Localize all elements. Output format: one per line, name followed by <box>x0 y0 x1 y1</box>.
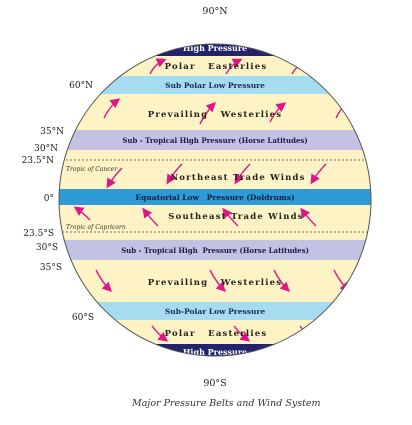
latitude-labels: 60°N 35°N 30°N 23.5°N 0° 23.5°S 30°S 35°… <box>22 81 94 323</box>
wind-arrow <box>233 325 251 342</box>
wind-arrow <box>106 167 123 189</box>
band-south-subpolar-low <box>59 302 371 320</box>
south-pole-label: 90°S <box>203 378 226 389</box>
wind-arrow <box>166 163 183 185</box>
wind-arrow <box>151 325 169 342</box>
lat-label-23-5s: 23.5°S <box>23 229 54 239</box>
wind-arrow <box>103 98 121 119</box>
tropic-of-cancer-label: Tropic of Cancer <box>66 166 118 173</box>
belt-label-equatorial-low: Equatorial Low Pressure (Doldrums) <box>135 193 294 202</box>
wind-arrow <box>73 206 91 221</box>
band-north-subpolar-low <box>59 76 371 94</box>
lat-label-0: 0° <box>44 194 54 204</box>
lat-label-60s: 60°S <box>72 313 94 323</box>
band-north-subtropical-high <box>59 130 371 150</box>
band-southeast-trade <box>59 205 371 240</box>
belt-label-southeast-trade: Southeast Trade Winds <box>168 212 303 222</box>
belt-label-south-polar-easterlies: Polar Easterlies <box>165 329 268 339</box>
band-south-westerlies <box>59 260 371 302</box>
belt-label-south-subtropical-high: Sub - Tropical High Pressure (Horse Lati… <box>121 246 309 255</box>
wind-arrow <box>273 269 290 292</box>
wind-arrow <box>300 207 317 227</box>
wind-arrow <box>222 207 239 227</box>
band-south-subtropical-high <box>59 240 371 260</box>
belt-label-south-high: High Pressure <box>183 347 247 357</box>
lat-label-60n: 60°N <box>69 81 93 91</box>
wind-arrow <box>149 58 167 75</box>
wind-arrow <box>310 163 327 185</box>
band-equatorial-low <box>59 189 371 205</box>
wind-arrow <box>299 325 317 342</box>
lat-label-30n: 30°N <box>34 144 58 154</box>
lat-label-35s: 35°S <box>40 263 62 273</box>
north-pole-label: 90°N <box>202 6 227 17</box>
tropic-of-capricorn-label: Tropic of Capricorn <box>66 224 126 231</box>
belt-label-south-westerlies: Prevailing Westerlies <box>148 278 283 288</box>
wind-arrow <box>142 207 159 227</box>
belt-label-north-subpolar-low: Sub Polar Low Pressure <box>165 81 265 90</box>
wind-arrow <box>225 58 243 75</box>
wind-arrow <box>209 269 226 292</box>
globe-outline <box>58 43 372 357</box>
belt-label-north-high: High Pressure <box>183 43 247 53</box>
belt-label-north-subtropical-high: Sub - Tropical High Pressure (Horse Lati… <box>122 136 307 145</box>
belt-label-north-westerlies: Prevailing Westerlies <box>148 110 283 120</box>
wind-arrow <box>234 163 251 185</box>
lat-label-23-5n: 23.5°N <box>22 156 55 166</box>
wind-arrow <box>95 269 112 292</box>
lat-label-30s: 30°S <box>36 243 58 253</box>
belt-label-north-polar-easterlies: Polar Easterlies <box>165 62 268 72</box>
belt-label-northeast-trade: Northeast Trade Winds <box>170 173 305 183</box>
belt-label-south-subpolar-low: Sub-Polar Low Pressure <box>165 307 265 316</box>
globe: High Pressure Polar Easterlies Sub Polar… <box>59 43 371 357</box>
diagram-caption: Major Pressure Belts and Wind System <box>132 398 321 409</box>
lat-label-35n: 35°N <box>40 127 64 137</box>
wind-arrow <box>199 102 216 125</box>
wind-arrow <box>269 102 287 123</box>
